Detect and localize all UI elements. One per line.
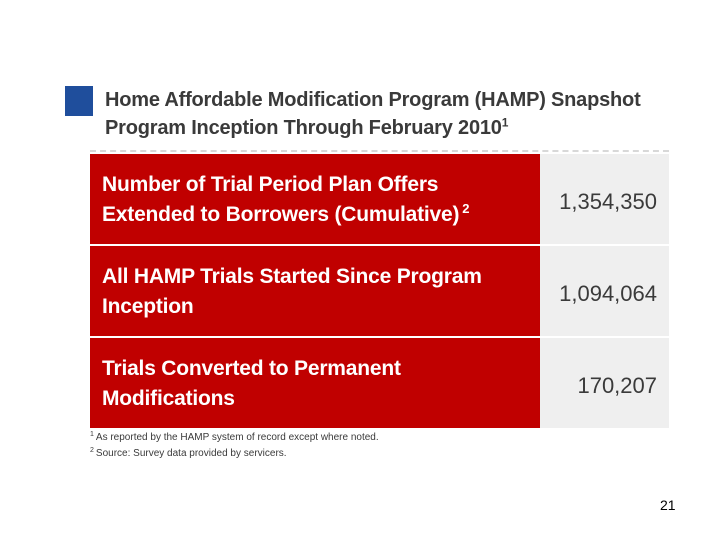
slide-title: Home Affordable Modification Program (HA… bbox=[105, 86, 705, 142]
row-label-line-1: Number of Trial Period Plan Offers bbox=[102, 173, 439, 196]
row-label-line-2: Modifications bbox=[102, 387, 235, 410]
footnotes: 1 As reported by the HAMP system of recor… bbox=[90, 430, 379, 462]
title-line-1: Home Affordable Modification Program (HA… bbox=[105, 89, 641, 111]
row-value: 170,207 bbox=[540, 338, 669, 428]
row-value-text: 170,207 bbox=[577, 373, 657, 398]
table-top-divider bbox=[90, 150, 669, 154]
row-value: 1,354,350 bbox=[540, 154, 669, 244]
table-row: Number of Trial Period Plan Offers Exten… bbox=[90, 154, 669, 246]
row-label: Trials Converted to Permanent Modificati… bbox=[90, 338, 540, 428]
footnote-ref: 2 bbox=[90, 446, 94, 454]
row-label-line-2: Extended to Borrowers (Cumulative) 2 bbox=[102, 200, 530, 230]
row-value-text: 1,094,064 bbox=[559, 281, 657, 306]
row-label-line-2: Inception bbox=[102, 295, 194, 318]
footnote-ref: 1 bbox=[90, 430, 94, 438]
hamp-snapshot-table: Number of Trial Period Plan Offers Exten… bbox=[90, 150, 669, 428]
row-value-text: 1,354,350 bbox=[559, 189, 657, 214]
table-row: Trials Converted to Permanent Modificati… bbox=[90, 338, 669, 428]
row-label: All HAMP Trials Started Since Program In… bbox=[90, 246, 540, 336]
row-label: Number of Trial Period Plan Offers Exten… bbox=[90, 154, 540, 244]
footnote: 1 As reported by the HAMP system of recor… bbox=[90, 430, 379, 446]
footnote: 2 Source: Survey data provided by service… bbox=[90, 446, 379, 462]
row-footnote-ref: 2 bbox=[462, 201, 470, 216]
row-label-line-2-text: Extended to Borrowers (Cumulative) bbox=[102, 203, 460, 226]
row-label-line-1: Trials Converted to Permanent bbox=[102, 357, 401, 380]
footnote-text: Source: Survey data provided by servicer… bbox=[95, 448, 287, 459]
page-number: 21 bbox=[660, 497, 676, 513]
row-label-line-1: All HAMP Trials Started Since Program bbox=[102, 265, 482, 288]
title-accent-square bbox=[65, 86, 93, 116]
footnote-text: As reported by the HAMP system of record… bbox=[95, 432, 379, 443]
title-line-2-text: Program Inception Through February 2010 bbox=[105, 117, 502, 139]
row-value: 1,094,064 bbox=[540, 246, 669, 336]
title-line-2: Program Inception Through February 20101 bbox=[105, 114, 705, 142]
title-footnote-ref: 1 bbox=[501, 115, 509, 130]
table-row: All HAMP Trials Started Since Program In… bbox=[90, 246, 669, 338]
